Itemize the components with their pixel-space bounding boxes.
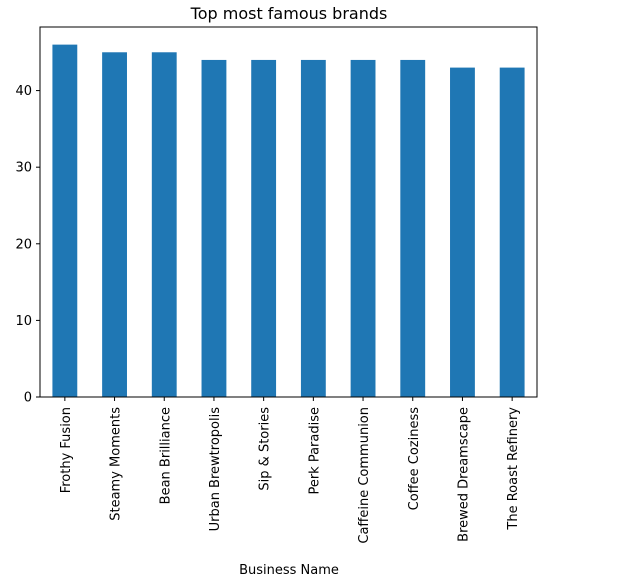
bar-4 — [251, 59, 277, 397]
bar-0 — [52, 44, 78, 398]
x-tick-label-6: Caffeine Communion — [357, 407, 372, 544]
x-tick-label-4: Sip & Stories — [258, 407, 273, 491]
bars-group — [52, 44, 525, 398]
bar-6 — [350, 59, 376, 397]
x-axis: Frothy Fusion Steamy Moments Bean Brillian… — [59, 397, 521, 544]
x-tick-label-1: Steamy Moments — [109, 407, 124, 521]
x-tick-label-8: Brewed Dreamscape — [456, 407, 471, 542]
y-tick-label-1: 10 — [15, 314, 32, 329]
x-tick-label-9: The Roast Refinery — [506, 407, 521, 531]
bar-8 — [450, 67, 475, 397]
plot-frame — [39, 26, 538, 398]
chart-title: Top most famous brands — [190, 4, 388, 23]
x-tick-label-7: Coffee Coziness — [407, 407, 422, 511]
bar-3 — [201, 59, 227, 397]
x-tick-label-3: Urban Brewtropolis — [208, 407, 223, 532]
bar-9 — [499, 67, 525, 397]
x-axis-label: Business Name — [239, 563, 339, 578]
y-tick-label-3: 30 — [15, 161, 32, 176]
x-tick-label-2: Bean Brilliance — [158, 407, 173, 504]
x-tick-label-5: Perk Paradise — [307, 407, 322, 495]
y-tick-label-0: 0 — [24, 391, 32, 406]
bar-7 — [400, 59, 426, 397]
y-tick-label-2: 20 — [15, 237, 32, 252]
bar-1 — [102, 52, 127, 397]
y-axis: 0 10 20 30 40 — [15, 84, 40, 406]
x-tick-label-0: Frothy Fusion — [59, 407, 74, 493]
bar-5 — [300, 59, 326, 397]
bar-2 — [151, 52, 177, 397]
y-tick-label-4: 40 — [15, 84, 32, 99]
